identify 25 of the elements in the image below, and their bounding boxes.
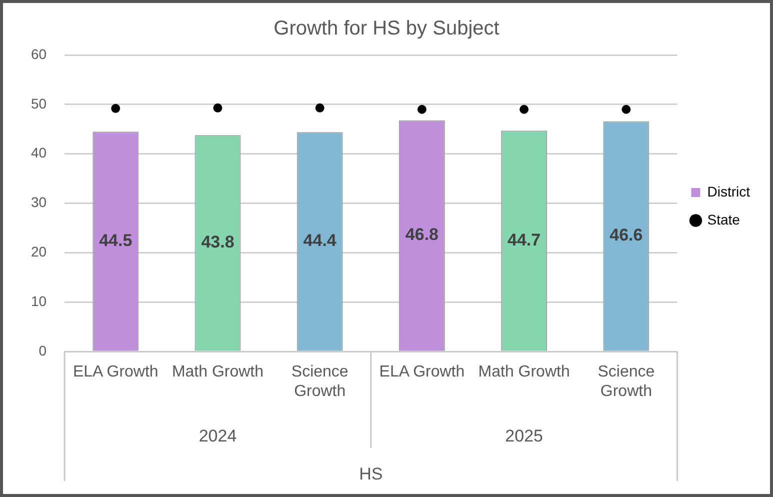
y-tick-label: 50 — [30, 95, 47, 112]
x-tick-label: Science Growth — [291, 364, 348, 400]
chart-title: Growth for HS by Subject — [274, 18, 500, 40]
data-label: 44.7 — [508, 230, 541, 250]
data-label: 44.5 — [99, 230, 132, 250]
legend-label: State — [707, 211, 740, 228]
data-label: 43.8 — [201, 232, 234, 252]
x-tick-label: ELA Growth — [72, 364, 158, 381]
y-tick-label: 60 — [30, 46, 47, 62]
y-tick-label: 20 — [30, 244, 47, 260]
x-axis-title: HS — [359, 464, 383, 484]
x-tick-label: Math Growth — [172, 364, 264, 381]
x-tick-label: Math Growth — [478, 364, 570, 381]
y-tick-label: 40 — [30, 144, 47, 161]
y-tick-label: 10 — [30, 293, 47, 310]
data-label: 44.4 — [303, 231, 337, 250]
x-tick-label: ELA Growth — [379, 364, 465, 381]
y-tick-label: 0 — [38, 342, 47, 358]
legend-label: District — [707, 183, 750, 200]
data-label: 46.6 — [610, 226, 643, 245]
text: 2025 — [505, 426, 543, 446]
x-tick-label: Science Growth — [598, 364, 655, 400]
y-tick-label: 30 — [30, 194, 47, 210]
text: 2024 — [198, 426, 237, 446]
data-label: 46.8 — [405, 225, 438, 244]
